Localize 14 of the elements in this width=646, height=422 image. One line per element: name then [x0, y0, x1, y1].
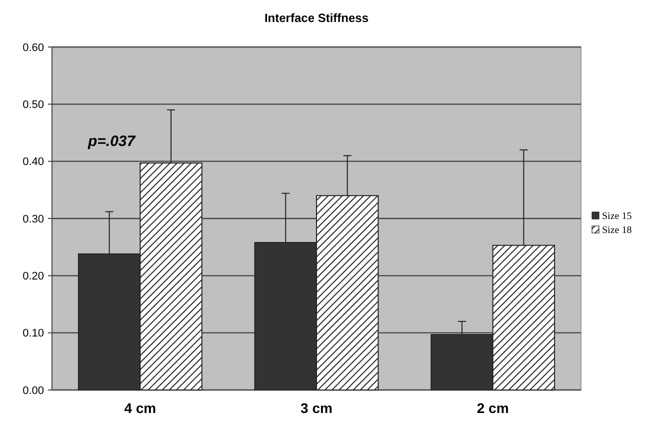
y-tick-label: 0.40 [22, 156, 44, 168]
y-tick-label: 0.30 [22, 213, 44, 226]
annotation: p=.037 [87, 133, 136, 150]
legend-label: Size 18 [602, 225, 632, 236]
legend-label: Size 15 [602, 211, 632, 222]
x-tick-label: 4 cm [124, 400, 156, 416]
y-tick-label: 0.60 [22, 42, 44, 54]
y-tick-label: 0.50 [22, 99, 44, 112]
y-tick-label: 0.00 [22, 384, 44, 397]
y-tick-label: 0.20 [22, 270, 44, 283]
x-tick-label: 3 cm [300, 400, 332, 416]
y-tick-label: 0.10 [22, 328, 44, 340]
x-tick-label: 2 cm [476, 400, 509, 416]
chart-title: Interface Stiffness [264, 11, 369, 25]
